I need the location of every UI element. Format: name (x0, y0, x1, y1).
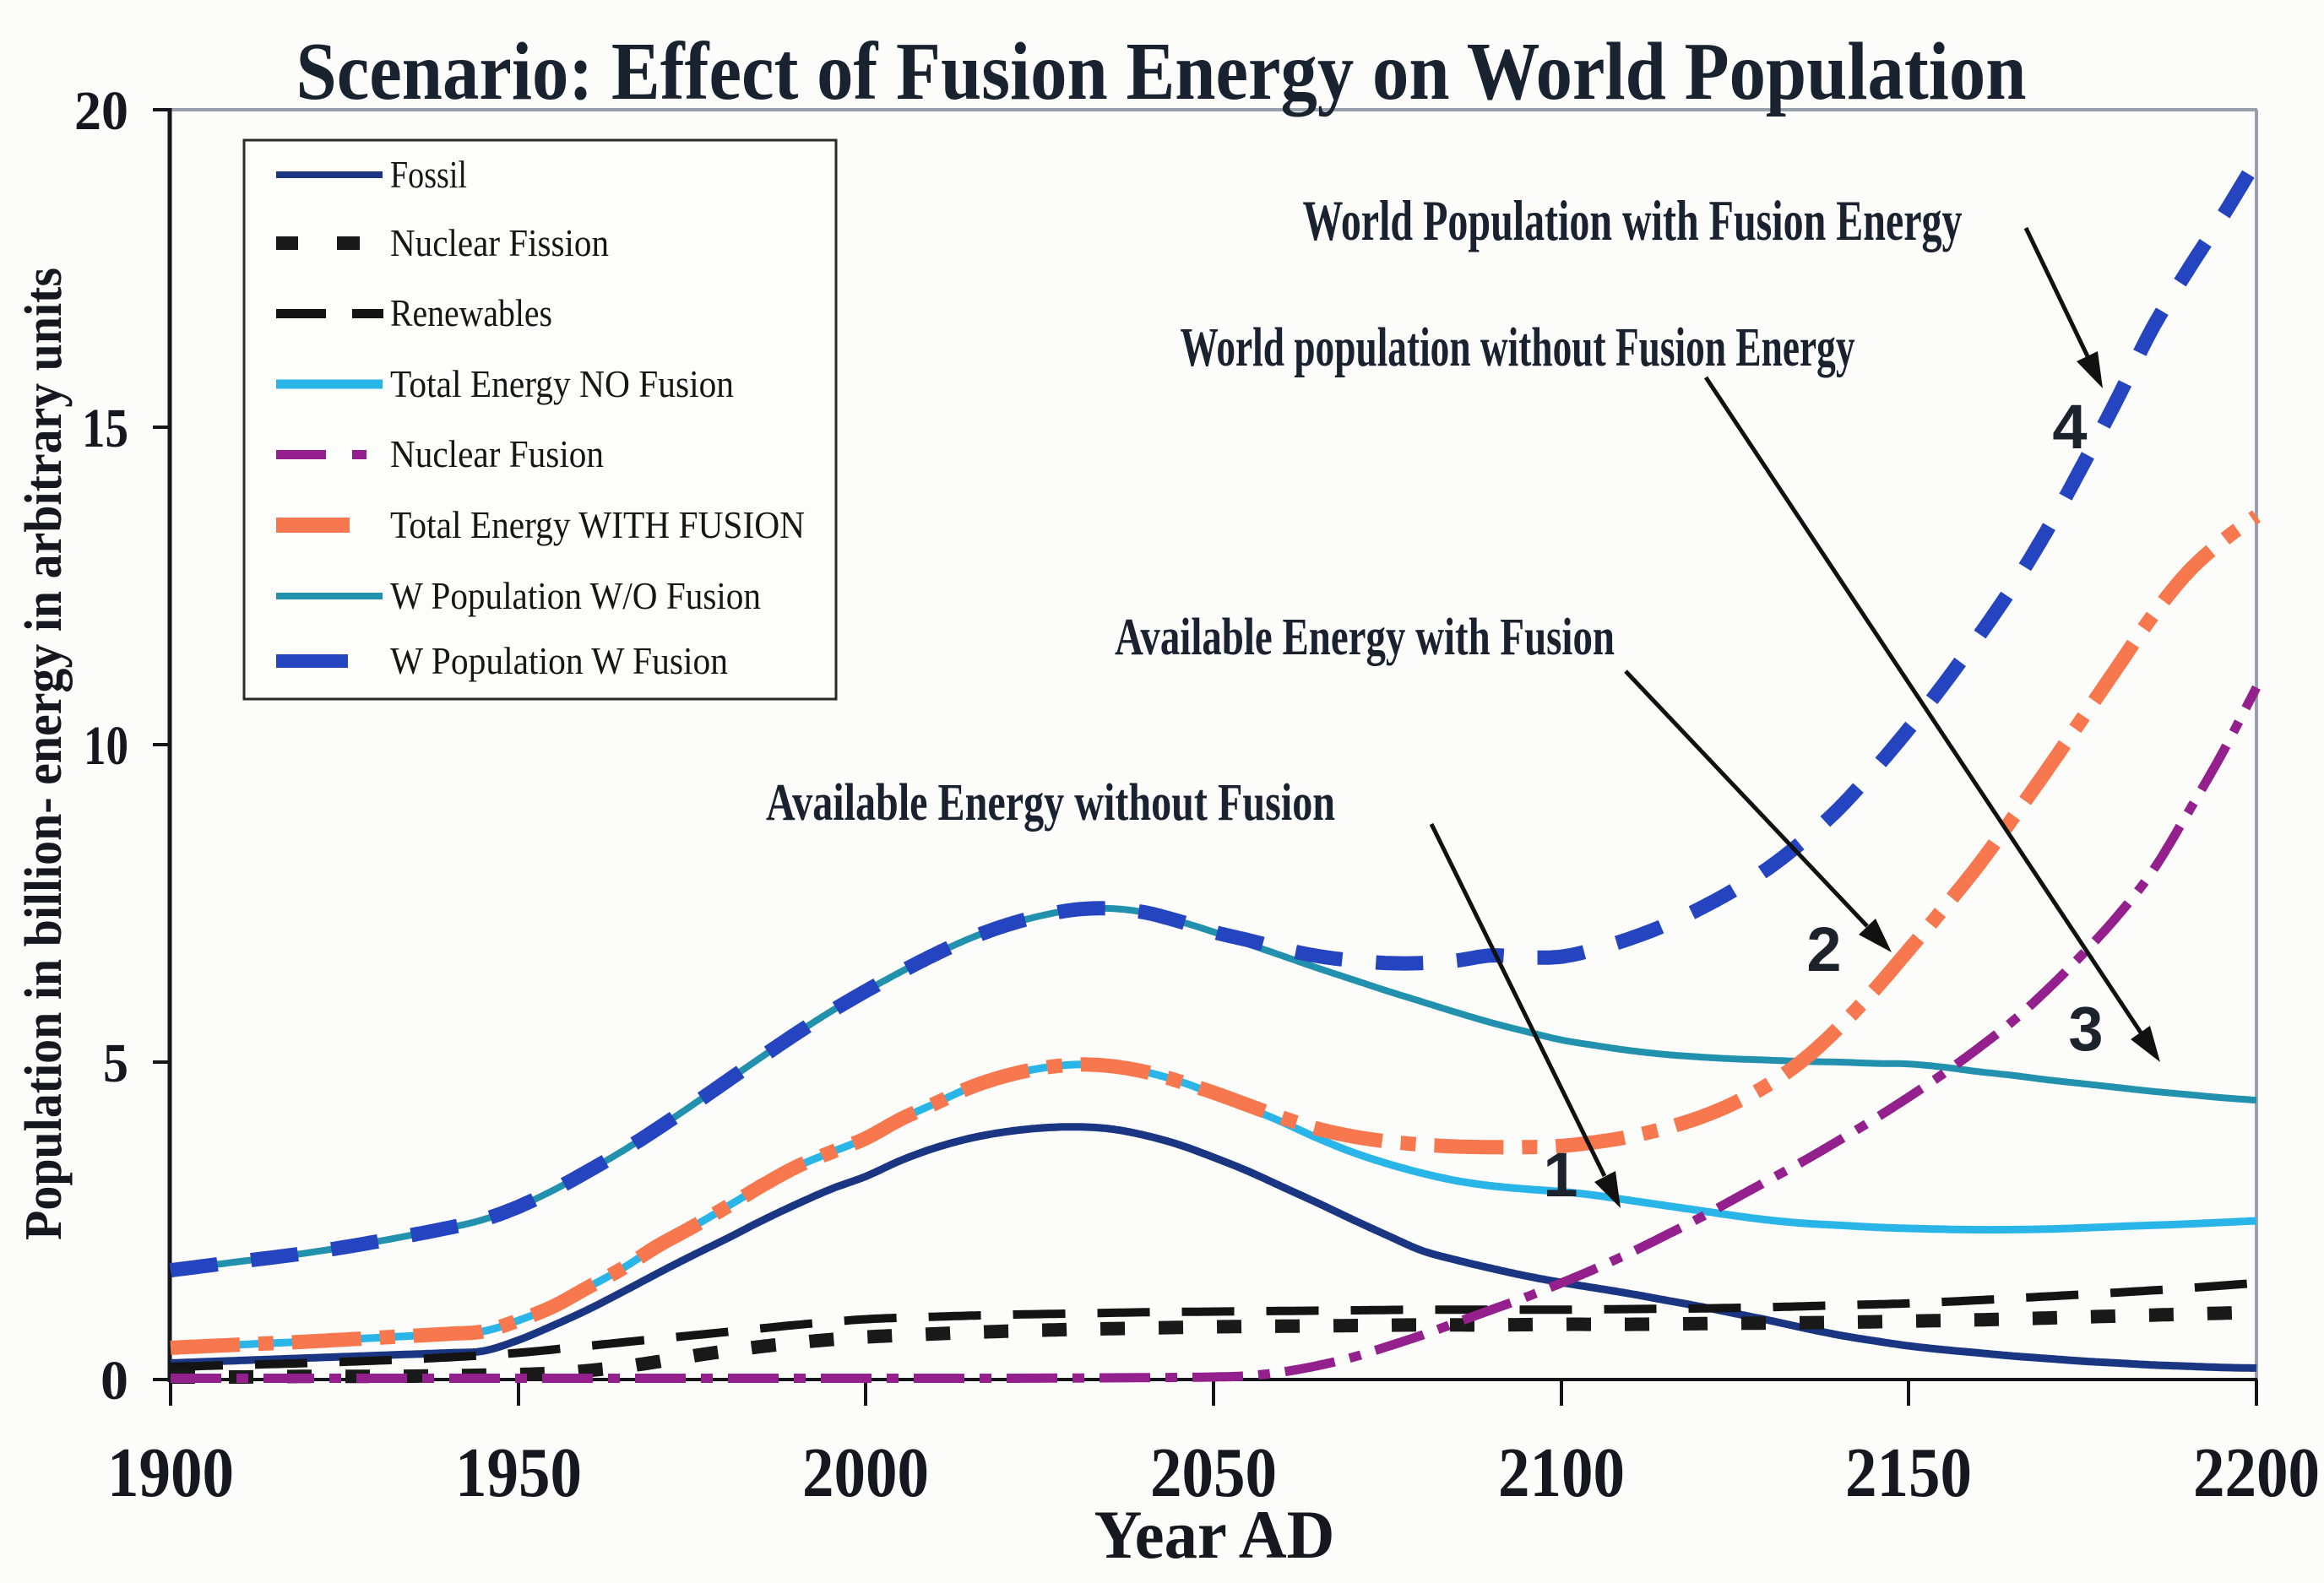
svg-text:Nuclear Fusion: Nuclear Fusion (390, 432, 604, 475)
svg-text:1900: 1900 (107, 1434, 234, 1512)
svg-text:Total Energy WITH FUSION: Total Energy WITH FUSION (390, 503, 805, 546)
svg-text:World population without Fusio: World population without Fusion Energy (1181, 317, 1855, 378)
svg-text:Nuclear Fission: Nuclear Fission (390, 221, 609, 264)
svg-text:Renewables: Renewables (390, 291, 552, 334)
svg-text:4: 4 (2052, 392, 2087, 462)
svg-text:3: 3 (2068, 994, 2103, 1064)
svg-text:Total Energy NO Fusion: Total Energy NO Fusion (390, 362, 734, 405)
svg-text:2150: 2150 (1845, 1434, 1972, 1512)
svg-text:0: 0 (100, 1350, 128, 1412)
svg-text:Year AD: Year AD (1094, 1496, 1335, 1573)
svg-text:Population in billion- energy: Population in billion- energy in arbitra… (15, 268, 73, 1240)
svg-text:15: 15 (82, 398, 128, 459)
svg-text:2: 2 (1806, 914, 1841, 984)
svg-text:Fossil: Fossil (390, 153, 467, 196)
svg-text:World Population with Fusion E: World Population with Fusion Energy (1303, 188, 1963, 252)
svg-text:2200: 2200 (2193, 1434, 2320, 1512)
svg-text:1: 1 (1543, 1140, 1577, 1210)
svg-text:W Population W/O Fusion: W Population W/O Fusion (390, 574, 761, 617)
svg-text:Scenario: Effect of Fusion Ene: Scenario: Effect of Fusion Energy on Wor… (296, 26, 2027, 117)
svg-text:2100: 2100 (1498, 1434, 1625, 1512)
svg-text:Available Energy with Fusion: Available Energy with Fusion (1115, 609, 1615, 666)
svg-text:W Population W Fusion: W Population W Fusion (390, 639, 728, 682)
svg-text:1950: 1950 (455, 1434, 582, 1512)
svg-text:Available Energy without Fusio: Available Energy without Fusion (766, 774, 1335, 832)
svg-text:2050: 2050 (1150, 1434, 1277, 1512)
svg-text:10: 10 (84, 715, 128, 777)
svg-text:20: 20 (74, 80, 128, 142)
svg-text:5: 5 (103, 1033, 128, 1094)
svg-text:2000: 2000 (802, 1434, 929, 1512)
